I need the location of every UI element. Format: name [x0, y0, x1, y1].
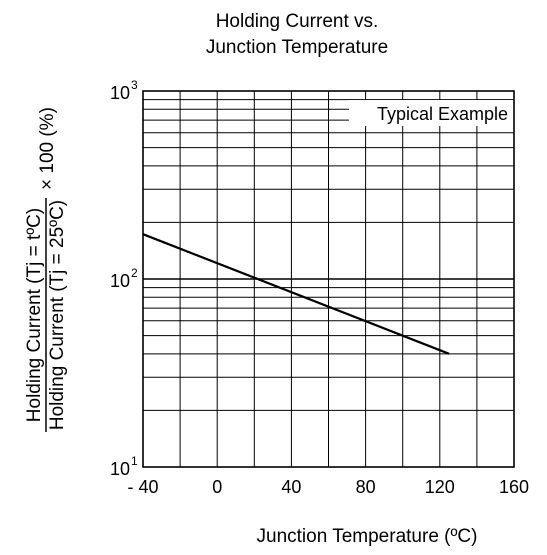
- x-tick-label: 160: [499, 477, 529, 497]
- x-tick-label: 120: [425, 477, 455, 497]
- chart-title-line-1: Holding Current vs.: [216, 11, 379, 32]
- chart-title-line-2: Junction Temperature: [206, 37, 388, 58]
- legend-background: [349, 100, 514, 126]
- y-axis-multiplier: × 100 (%): [37, 107, 58, 190]
- y-tick-exponent: 2: [131, 266, 138, 280]
- y-tick-exponent: 1: [131, 454, 138, 468]
- x-tick-labels: - 40 0 40 80 120 160: [127, 477, 529, 497]
- y-tick-label: 10 2: [110, 266, 138, 291]
- x-tick-label: 0: [212, 477, 222, 497]
- y-tick-base: 10: [110, 271, 130, 291]
- x-tick-label: 80: [356, 477, 376, 497]
- y-tick-base: 10: [110, 83, 130, 103]
- y-tick-label: 10 3: [110, 78, 138, 103]
- y-tick-exponent: 3: [131, 78, 138, 92]
- x-tick-label: 40: [281, 477, 301, 497]
- x-axis-label: Junction Temperature (ºC): [257, 526, 478, 547]
- series-line-0: [142, 233, 450, 355]
- y-tick-base: 10: [110, 459, 130, 479]
- legend: Typical Example: [349, 100, 514, 126]
- y-axis-numerator: Holding Current (Tj = tºC): [24, 208, 45, 422]
- x-tick-label: - 40: [127, 477, 158, 497]
- y-axis-label: Holding Current (Tj = tºC) Holding Curre…: [24, 107, 68, 432]
- series-layer: [142, 233, 450, 355]
- legend-text: Typical Example: [377, 104, 508, 124]
- plot-frame: [142, 90, 515, 468]
- y-tick-label: 10 1: [110, 454, 138, 479]
- y-axis-denominator: Holding Current (Tj = 25ºC): [47, 200, 68, 430]
